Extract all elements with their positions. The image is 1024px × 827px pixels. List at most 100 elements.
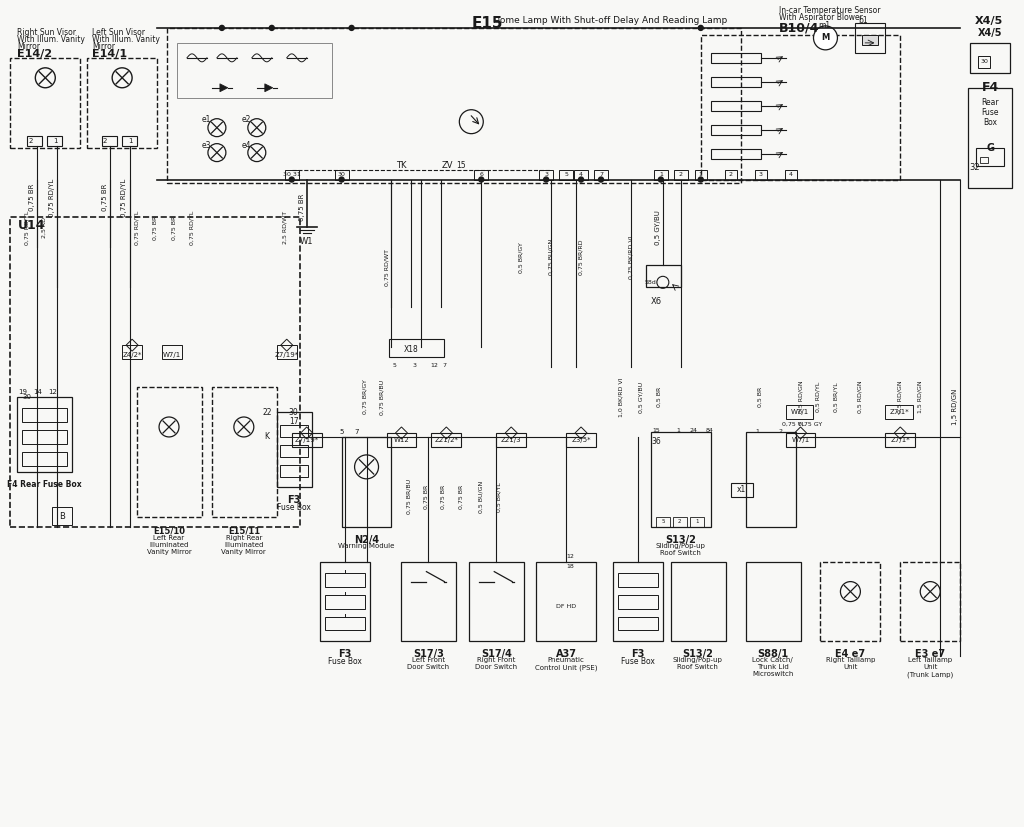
Bar — [711, 77, 761, 87]
Text: With Illum. Vanity: With Illum. Vanity — [92, 35, 160, 44]
Circle shape — [339, 177, 344, 182]
Bar — [671, 562, 726, 642]
Text: Door Switch: Door Switch — [475, 664, 517, 671]
Text: 0,75 RD/YL: 0,75 RD/YL — [121, 179, 127, 217]
Bar — [976, 148, 1005, 165]
Bar — [537, 562, 596, 642]
Bar — [23, 452, 68, 466]
Bar — [28, 136, 42, 146]
Text: E15/11: E15/11 — [227, 527, 260, 536]
Text: E14/2: E14/2 — [17, 49, 52, 59]
Text: Left Taillamp: Left Taillamp — [908, 657, 952, 663]
Bar — [646, 265, 681, 287]
Bar — [122, 136, 137, 146]
Text: Vanity Mirror: Vanity Mirror — [221, 548, 266, 555]
Bar — [980, 156, 988, 163]
Bar — [755, 170, 767, 179]
Text: 3: 3 — [759, 172, 763, 177]
Text: 0,5 BR: 0,5 BR — [758, 387, 763, 407]
Text: 0,75 BR: 0,75 BR — [171, 215, 176, 240]
Bar — [23, 430, 68, 444]
Text: 15: 15 — [457, 160, 466, 170]
Text: Mirror: Mirror — [17, 42, 40, 51]
Text: 15: 15 — [652, 428, 659, 433]
Circle shape — [698, 26, 703, 31]
Text: 5: 5 — [564, 172, 568, 177]
Text: S88/1: S88/1 — [757, 649, 788, 659]
Text: 2,5 RD: 2,5 RD — [42, 217, 47, 238]
Text: F4: F4 — [981, 81, 998, 94]
Circle shape — [219, 26, 224, 31]
Text: A37: A37 — [556, 649, 577, 659]
Text: S13/2: S13/2 — [666, 535, 696, 545]
Text: 1,5 RD/GN: 1,5 RD/GN — [918, 380, 923, 414]
Text: Left Front: Left Front — [412, 657, 445, 663]
Text: F4 Rear Fuse Box: F4 Rear Fuse Box — [7, 480, 82, 489]
Bar — [280, 465, 307, 477]
Text: 0,75 BR: 0,75 BR — [153, 215, 158, 240]
Text: With Illum. Vanity: With Illum. Vanity — [17, 35, 85, 44]
Text: Illuminated: Illuminated — [224, 542, 263, 547]
Text: Box: Box — [983, 118, 997, 127]
Text: DF HD: DF HD — [556, 604, 577, 609]
Text: Warning Module: Warning Module — [338, 543, 394, 548]
Text: 12: 12 — [48, 389, 56, 395]
Text: 30: 30 — [23, 394, 32, 400]
Circle shape — [698, 177, 703, 182]
Text: 7: 7 — [599, 172, 603, 177]
Text: 0,75 RD/YL: 0,75 RD/YL — [189, 210, 195, 245]
Text: 0,75 BR/RD: 0,75 BR/RD — [579, 240, 584, 275]
Text: 6: 6 — [479, 172, 483, 177]
Text: 4: 4 — [579, 172, 583, 177]
Bar — [285, 170, 299, 179]
Text: F3: F3 — [338, 649, 351, 659]
Text: 2,5 RD/WT: 2,5 RD/WT — [283, 211, 288, 244]
Text: Right Rear: Right Rear — [225, 535, 262, 541]
Text: 5: 5 — [339, 429, 344, 435]
Text: Rear: Rear — [981, 98, 998, 108]
Text: 1,5 RD/GN: 1,5 RD/GN — [952, 389, 958, 425]
Text: 1: 1 — [698, 172, 702, 177]
Text: U14: U14 — [17, 219, 45, 232]
Bar — [280, 425, 307, 437]
Bar — [212, 387, 276, 517]
Bar — [87, 58, 157, 148]
Text: E15: E15 — [471, 16, 503, 31]
Text: 7: 7 — [442, 362, 446, 368]
Text: S17/4: S17/4 — [481, 649, 512, 659]
Bar — [673, 517, 687, 527]
Text: Roof Switch: Roof Switch — [660, 550, 701, 556]
Text: Left Rear: Left Rear — [154, 535, 184, 541]
Text: 0,5 GY/BU: 0,5 GY/BU — [638, 381, 643, 413]
Circle shape — [579, 177, 584, 182]
Bar — [613, 562, 663, 642]
Text: Right Sun Visor: Right Sun Visor — [17, 28, 77, 37]
Text: 1: 1 — [53, 137, 57, 144]
Text: Unit: Unit — [923, 664, 937, 671]
Bar — [785, 433, 815, 447]
Text: x1: x1 — [737, 485, 746, 495]
Bar — [574, 170, 588, 179]
Text: Z3/5*: Z3/5* — [571, 437, 591, 443]
Text: Z21/2*: Z21/2* — [434, 437, 459, 443]
Text: 2: 2 — [729, 172, 733, 177]
Bar — [540, 170, 553, 179]
Text: 0,75 BR: 0,75 BR — [30, 184, 36, 211]
Text: Fuse Box: Fuse Box — [621, 657, 655, 667]
Bar — [325, 616, 365, 630]
Text: Door Switch: Door Switch — [408, 664, 450, 671]
Circle shape — [598, 177, 603, 182]
Text: W7/1: W7/1 — [791, 409, 809, 415]
Bar — [862, 35, 879, 45]
Text: Right Front: Right Front — [477, 657, 515, 663]
Polygon shape — [220, 84, 228, 92]
Bar — [725, 170, 736, 179]
Circle shape — [349, 26, 354, 31]
Text: 0,75 BR/GY: 0,75 BR/GY — [362, 380, 367, 414]
Text: 1,0 BK/RD VI: 1,0 BK/RD VI — [618, 377, 624, 417]
Text: 0,75 BR/BU: 0,75 BR/BU — [407, 479, 412, 514]
Text: 0,75 BR/BU: 0,75 BR/BU — [379, 380, 384, 414]
Bar — [745, 432, 796, 527]
Text: Pneumatic: Pneumatic — [548, 657, 585, 663]
Bar — [319, 562, 370, 642]
